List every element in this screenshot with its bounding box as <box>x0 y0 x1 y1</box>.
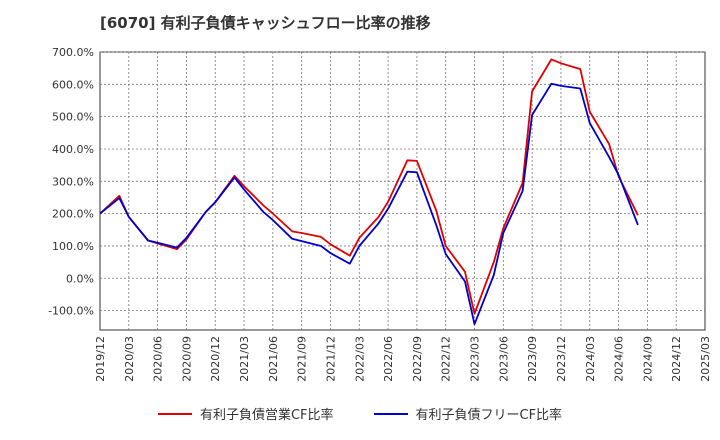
chart-title: [6070] 有利子負債キャッシュフロー比率の推移 <box>100 14 431 32</box>
x-tick-label: 2023/12 <box>555 336 568 382</box>
x-tick-label: 2025/03 <box>699 336 712 382</box>
x-tick-label: 2022/06 <box>382 336 395 382</box>
x-axis-ticks: 2019/12 2020/03 2020/06 2020/09 2020/12 2021/… <box>94 336 712 382</box>
x-tick-label: 2023/09 <box>526 336 539 382</box>
x-tick-label: 2024/03 <box>584 336 597 382</box>
x-tick-label: 2020/09 <box>180 336 193 382</box>
x-tick-label: 2020/12 <box>209 336 222 382</box>
x-tick-label: 2023/06 <box>497 336 510 382</box>
y-tick-label: 500.0% <box>52 111 94 124</box>
x-tick-label: 2024/06 <box>613 336 626 382</box>
x-tick-label: 2021/03 <box>238 336 251 382</box>
legend-item-free-cf: 有利子負債フリーCF比率 <box>373 404 563 423</box>
x-tick-label: 2021/12 <box>324 336 337 382</box>
plot-area <box>99 51 706 331</box>
legend-swatch-red <box>157 412 192 415</box>
legend-label: 有利子負債営業CF比率 <box>199 408 334 423</box>
y-tick-label: 600.0% <box>52 78 94 91</box>
x-tick-label: 2024/09 <box>641 336 654 382</box>
x-tick-label: 2021/09 <box>296 336 309 382</box>
legend-label: 有利子負債フリーCF比率 <box>415 408 563 423</box>
y-tick-label: 300.0% <box>52 175 94 188</box>
y-tick-label: 400.0% <box>52 143 94 156</box>
x-tick-label: 2022/12 <box>440 336 453 382</box>
series-line-1 <box>99 82 639 326</box>
x-tick-label: 2022/09 <box>411 336 424 382</box>
legend-item-operating-cf: 有利子負債営業CF比率 <box>157 404 334 423</box>
y-tick-label: -100.0% <box>48 305 94 318</box>
y-tick-label: 0.0% <box>66 272 94 285</box>
x-tick-label: 2023/03 <box>469 336 482 382</box>
legend: 有利子負債営業CF比率 有利子負債フリーCF比率 <box>0 404 720 423</box>
y-axis-ticks: -100.0% 0.0% 100.0% 200.0% 300.0% 400.0% 500.0… <box>48 46 94 318</box>
y-tick-label: 100.0% <box>52 240 94 253</box>
y-tick-label: 200.0% <box>52 208 94 221</box>
x-tick-label: 2024/12 <box>670 336 683 382</box>
x-tick-label: 2020/03 <box>123 336 136 382</box>
y-tick-label: 700.0% <box>52 46 94 59</box>
series-lines <box>99 58 639 326</box>
x-tick-label: 2020/06 <box>152 336 165 382</box>
legend-swatch-blue <box>373 412 408 415</box>
x-tick-label: 2019/12 <box>94 336 107 382</box>
x-tick-label: 2022/03 <box>353 336 366 382</box>
x-tick-label: 2021/06 <box>267 336 280 382</box>
